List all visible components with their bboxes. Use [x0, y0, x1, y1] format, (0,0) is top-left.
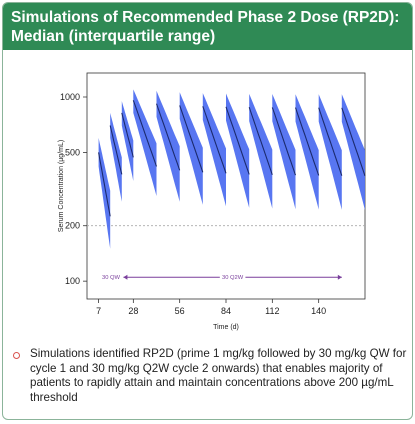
iqr-band-cycle-4 [133, 89, 157, 196]
iqr-band-cycle-6 [179, 92, 203, 205]
median-line-cycle-11 [294, 107, 320, 176]
x-tick-label-112: 112 [265, 306, 279, 316]
iqr-band-cycle-10 [272, 94, 296, 210]
slide-header: Simulations of Recommended Phase 2 Dose … [3, 3, 412, 50]
x-axis-label: Time (d) [213, 324, 239, 331]
concentration-chart: 30 QW 30 Q2W 100 200 500 1000 7 28 56 84 112 140 Tim… [43, 67, 375, 339]
dose-label-1: 30 QW [102, 275, 121, 281]
y-tick-label-100: 100 [65, 276, 80, 286]
iqr-band-cycle-7 [202, 93, 226, 207]
iqr-band-cycle-1 [98, 137, 111, 249]
median-line-cycle-12 [318, 107, 343, 176]
slide-title-line-2: Median (interquartile range) [11, 28, 216, 45]
y-axis-label: Serum Concentration (µg/mL) [58, 140, 65, 232]
median-line-cycle-8 [225, 106, 250, 175]
y-tick-label-1000: 1000 [60, 92, 80, 102]
median-line-cycle-13 [341, 107, 366, 177]
iqr-band-cycle-12 [318, 94, 342, 210]
iqr-band-cycle-13 [341, 94, 365, 211]
y-tick-label-200: 200 [65, 221, 80, 231]
summary-text: Simulations identified RP2D (prime 1 mg/… [30, 347, 407, 404]
median-line-cycle-7 [202, 106, 227, 174]
y-tick-label-500: 500 [65, 147, 80, 157]
x-tick-label-56: 56 [175, 306, 185, 316]
bullet-marker-icon [13, 352, 20, 359]
median-line-cycle-9 [248, 107, 273, 175]
median-line-cycle-5 [155, 103, 181, 171]
x-tick-label-140: 140 [311, 306, 326, 316]
dose-label-bg-2 [219, 271, 246, 281]
iqr-band-cycle-8 [226, 93, 250, 208]
median-line-cycle-10 [271, 107, 297, 176]
dose-arrow-right-2 [337, 274, 342, 280]
median-line-cycle-3 [121, 112, 134, 158]
x-tick-label-7: 7 [96, 306, 101, 316]
chart-svg: 30 QW 30 Q2W 100 200 500 1000 7 28 56 84 112 140 Tim… [58, 72, 366, 331]
x-tick-label-84: 84 [221, 306, 231, 316]
iqr-band-cycle-9 [249, 93, 273, 209]
median-line-cycle-2 [109, 125, 123, 175]
dose-label-bg-1 [99, 271, 122, 281]
median-line-cycle-4 [132, 100, 158, 167]
iqr-band-cycle-2 [110, 112, 122, 202]
iqr-band-cycle-11 [295, 94, 319, 210]
iqr-band-cycle-3 [121, 101, 134, 181]
slide: Simulations of Recommended Phase 2 Dose … [2, 2, 413, 420]
summary-bullet: Simulations identified RP2D (prime 1 mg/… [13, 347, 408, 405]
iqr-band-cycle-5 [156, 90, 180, 202]
slide-title-line-1: Simulations of Recommended Phase 2 Dose … [11, 9, 400, 26]
x-tick-label-28: 28 [128, 306, 138, 316]
dose-label-2: 30 Q2W [222, 275, 244, 281]
dose-arrow-left-2 [123, 274, 128, 280]
median-line-cycle-1 [98, 152, 111, 217]
median-line-cycle-6 [179, 105, 204, 173]
